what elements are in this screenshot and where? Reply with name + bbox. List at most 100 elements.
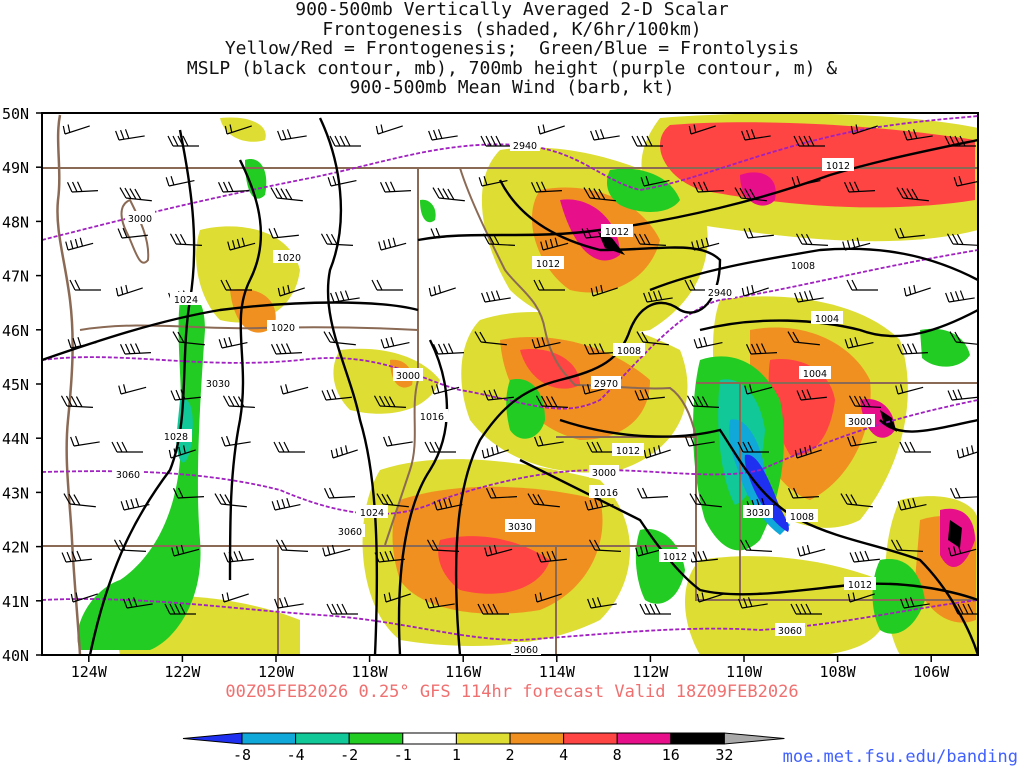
height-label-bg <box>113 467 143 480</box>
mslp-contour <box>699 308 978 338</box>
wind-barb <box>583 343 615 355</box>
wind-barb <box>268 227 299 239</box>
mslp-contour <box>318 117 379 655</box>
title-line-2: Frontogenesis (shaded, K/6hr/100km) <box>322 18 702 40</box>
mslp-contour <box>649 247 978 292</box>
height-label-bg <box>505 519 535 532</box>
wind-barb <box>430 227 461 239</box>
wind-barb <box>270 187 303 202</box>
wind-barb <box>787 331 820 346</box>
wind-barb <box>533 279 565 291</box>
wind-barb <box>270 343 302 355</box>
wind-barb <box>689 493 722 508</box>
wind-barb <box>330 445 358 459</box>
mslp-contour-label: 1016 <box>594 488 618 499</box>
height-label-bg <box>591 376 621 389</box>
height-label-bg <box>335 524 365 537</box>
height-contour-label: 3030 <box>746 508 770 519</box>
mslp-contour-label: 1004 <box>803 369 827 380</box>
wind-barb <box>111 441 143 453</box>
wind-barb <box>169 233 202 246</box>
wind-barb <box>374 550 405 563</box>
wind-barb <box>527 493 560 508</box>
mslp-label-bg <box>356 505 388 518</box>
wind-barb <box>481 290 511 303</box>
wind-barb <box>168 445 196 459</box>
wind-barb <box>584 497 614 511</box>
mslp-contour <box>42 301 419 362</box>
frontogenesis-shading <box>860 399 895 438</box>
wind-barb <box>482 233 515 246</box>
wind-barb <box>840 493 873 508</box>
lat-tick-label: 42N <box>2 539 29 557</box>
wind-barb <box>425 597 455 609</box>
height-label-bg <box>393 368 423 381</box>
wind-barb <box>484 544 513 557</box>
mslp-contour-label: 1012 <box>663 552 687 563</box>
mslp-label-bg <box>601 224 633 237</box>
wind-barb <box>696 592 724 603</box>
wind-barb <box>734 187 767 202</box>
wind-barb <box>896 187 929 202</box>
wind-barb <box>274 597 304 609</box>
height-label-bg <box>775 623 805 636</box>
frontolysis-shading <box>607 168 680 212</box>
wind-barb <box>220 279 252 291</box>
height-contour-label: 3060 <box>116 470 140 481</box>
mslp-label-bg <box>590 485 622 498</box>
height-label-bg <box>589 465 619 478</box>
height-contour <box>42 249 978 410</box>
height-label-bg <box>510 138 540 151</box>
wind-barb <box>323 487 355 499</box>
height-label-bg <box>845 414 875 427</box>
colorbar-segment <box>455 732 511 745</box>
wind-barb <box>590 284 618 297</box>
wind-barb <box>214 493 247 508</box>
wind-barb <box>847 435 877 447</box>
wind-barb <box>170 389 201 401</box>
height-contours <box>42 115 978 641</box>
wind-barb <box>952 603 978 615</box>
lat-tick-label: 45N <box>2 376 29 394</box>
wind-barb <box>474 331 507 346</box>
wind-barb <box>379 181 411 193</box>
wind-barb <box>844 336 874 349</box>
mslp-label-bg <box>532 256 564 269</box>
wind-barb <box>376 493 409 508</box>
mslp-contour <box>228 159 263 581</box>
wind-barb <box>222 395 255 408</box>
mslp-label-bg <box>844 577 876 590</box>
height-label-bg <box>705 285 735 298</box>
wind-barb <box>221 435 251 447</box>
wind-barb <box>375 124 403 135</box>
wind-barb <box>327 176 357 187</box>
wind-barb <box>117 227 148 239</box>
wind-barb <box>794 290 824 303</box>
wind-barb <box>478 176 508 187</box>
wind-barb <box>432 187 465 202</box>
mslp-contour-label: 1016 <box>420 412 444 423</box>
mslp-label-bg <box>822 158 854 171</box>
height-contour-label: 3000 <box>128 214 152 225</box>
wind-barb <box>587 597 617 609</box>
lat-tick-label: 40N <box>2 647 29 665</box>
wind-barb <box>686 395 719 408</box>
wind-barb <box>946 233 978 246</box>
frontogenesis-shading <box>740 172 776 206</box>
colorbar-segment <box>348 732 404 745</box>
mslp-label-group: 1012 1012 1012 1008 1004 1004 1008 1012 1016 1020… <box>160 158 876 591</box>
mslp-contour <box>397 339 449 655</box>
wind-barb <box>631 135 663 147</box>
frontolysis-shading <box>506 379 545 439</box>
frontogenesis-shading <box>685 556 888 655</box>
lat-tick-label: 49N <box>2 159 29 177</box>
wind-barb <box>896 343 928 355</box>
mslp-contour-label: 1020 <box>271 323 295 334</box>
colorbar-label: 2 <box>505 746 514 764</box>
title-line-4: MSLP (black contour, mb), 700mb height (… <box>186 57 838 79</box>
wind-barb <box>123 597 153 609</box>
wind-barb <box>688 124 716 135</box>
wind-barb <box>63 493 96 508</box>
wind-barb <box>903 129 933 141</box>
wind-barb <box>790 603 822 615</box>
